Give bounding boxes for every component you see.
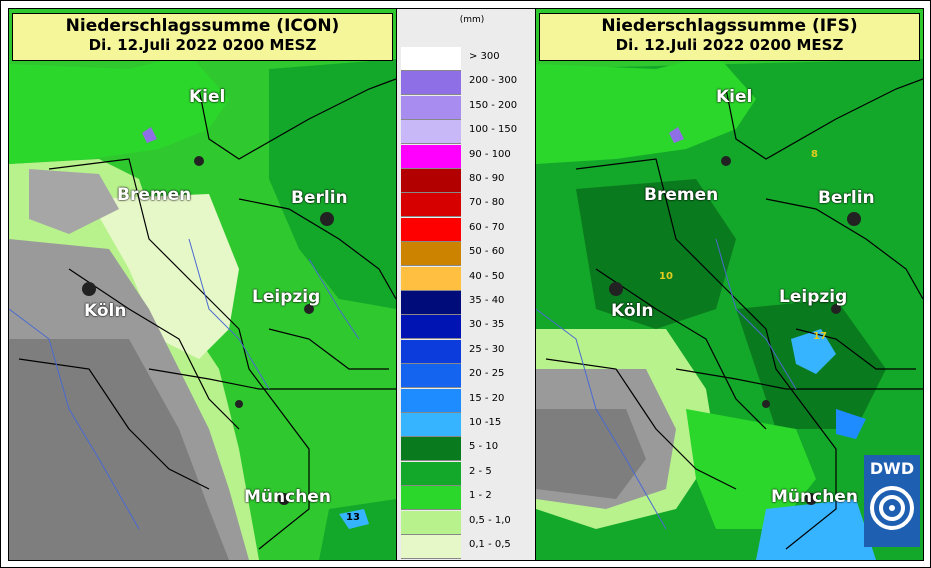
ifs-city-leipzig: Leipzig <box>779 287 848 307</box>
ifs-value-17: 17 <box>813 331 827 342</box>
legend-item: 0,5 - 1,0 <box>401 510 531 535</box>
legend-swatch <box>401 47 461 71</box>
legend-item: 10 -15 <box>401 413 531 437</box>
legend-label: 25 - 30 <box>469 343 505 355</box>
legend-swatch <box>401 413 461 437</box>
dwd-logo-text: DWD <box>869 459 915 478</box>
ifs-city-koeln: Köln <box>611 301 654 321</box>
legend-item: 50 - 60 <box>401 242 531 267</box>
legend-item: > 300 <box>401 47 531 71</box>
legend-label: 200 - 300 <box>469 75 518 87</box>
legend-swatch <box>401 461 461 486</box>
ifs-precipitation-map: Niederschlagssumme (IFS) Di. 12.Juli 202… <box>535 8 924 561</box>
legend-swatch <box>401 169 461 193</box>
legend-swatch <box>401 242 461 267</box>
legend-item: 60 - 70 <box>401 217 531 242</box>
legend-item: 20 - 25 <box>401 364 531 389</box>
icon-city-kiel: Kiel <box>189 87 226 107</box>
legend-item: 90 - 100 <box>401 144 531 169</box>
legend-item: 150 - 200 <box>401 95 531 120</box>
legend-label: > 300 <box>469 51 500 62</box>
legend-swatch <box>401 535 461 559</box>
icon-city-leipzig: Leipzig <box>252 287 321 307</box>
legend-label: 10 -15 <box>469 417 502 428</box>
legend-label: 0,5 - 1,0 <box>469 514 511 526</box>
icon-title-box: Niederschlagssumme (ICON) Di. 12.Juli 20… <box>12 13 393 61</box>
legend-swatch <box>401 486 461 511</box>
legend-label: 90 - 100 <box>469 148 511 160</box>
legend-swatch <box>401 510 461 535</box>
legend-item: 40 - 50 <box>401 266 531 291</box>
legend-item: 25 - 30 <box>401 339 531 364</box>
legend-item: 100 - 150 <box>401 120 531 145</box>
legend-swatch <box>401 364 461 389</box>
icon-valid-time: Di. 12.Juli 2022 0200 MESZ <box>88 36 317 54</box>
icon-max-value: 13 <box>346 512 360 523</box>
legend-swatch <box>401 71 461 96</box>
legend-unit: (mm) <box>459 15 485 25</box>
legend-item: 80 - 90 <box>401 169 531 193</box>
legend-label: 50 - 60 <box>469 246 505 258</box>
legend-swatch <box>401 217 461 242</box>
ifs-title: Niederschlagssumme (IFS) <box>601 16 858 36</box>
precipitation-legend: (mm) > 300 200 - 300 150 - 200 100 - 150 90 … <box>396 8 536 561</box>
legend-item: 2 - 5 <box>401 461 531 486</box>
legend-label: 40 - 50 <box>469 270 505 282</box>
ifs-value-10: 10 <box>659 271 673 282</box>
legend-item: 30 - 35 <box>401 315 531 340</box>
icon-city-berlin: Berlin <box>291 188 348 208</box>
icon-precipitation-map: Niederschlagssumme (ICON) Di. 12.Juli 20… <box>8 8 397 561</box>
ifs-city-bremen: Bremen <box>644 185 719 205</box>
legend-label: 1 - 2 <box>469 490 492 502</box>
legend-item: 35 - 40 <box>401 291 531 315</box>
legend-swatch <box>401 193 461 218</box>
legend-item: 70 - 80 <box>401 193 531 218</box>
ifs-city-muenchen: München <box>771 487 858 507</box>
legend-swatch <box>401 437 461 462</box>
legend-label: 80 - 90 <box>469 173 505 184</box>
icon-city-koeln: Köln <box>84 301 127 321</box>
legend-item: 5 - 10 <box>401 437 531 462</box>
icon-city-bremen: Bremen <box>117 185 192 205</box>
ifs-city-kiel: Kiel <box>716 87 753 107</box>
icon-city-muenchen: München <box>244 487 331 507</box>
legend-item: 1 - 2 <box>401 486 531 511</box>
legend-item: 200 - 300 <box>401 71 531 96</box>
legend-item: 0,1 - 0,5 <box>401 535 531 559</box>
legend-swatch <box>401 291 461 315</box>
legend-swatch <box>401 266 461 291</box>
ifs-title-box: Niederschlagssumme (IFS) Di. 12.Juli 202… <box>539 13 920 61</box>
legend-swatch <box>401 95 461 120</box>
legend-label: 30 - 35 <box>469 319 505 331</box>
legend-swatch <box>401 388 461 413</box>
legend-swatch <box>401 339 461 364</box>
legend-label: 5 - 10 <box>469 441 499 453</box>
legend-swatch <box>401 120 461 145</box>
ifs-map-graphic <box>536 9 923 560</box>
dwd-logo: DWD <box>864 455 920 547</box>
legend-label: 20 - 25 <box>469 368 505 380</box>
ifs-city-berlin: Berlin <box>818 188 875 208</box>
legend-label: 150 - 200 <box>469 99 518 111</box>
legend-label: 0,1 - 0,5 <box>469 539 511 550</box>
legend-label: 60 - 70 <box>469 221 505 233</box>
icon-map-graphic <box>9 9 396 560</box>
swirl-icon <box>870 486 914 530</box>
legend-label: 2 - 5 <box>469 465 492 477</box>
legend-label: 100 - 150 <box>469 124 518 136</box>
legend-item: 15 - 20 <box>401 388 531 413</box>
ifs-valid-time: Di. 12.Juli 2022 0200 MESZ <box>615 36 844 54</box>
icon-title: Niederschlagssumme (ICON) <box>65 16 340 36</box>
legend-label: 70 - 80 <box>469 197 505 209</box>
legend-swatch <box>401 315 461 340</box>
ifs-value-8: 8 <box>811 149 818 160</box>
legend-label: 35 - 40 <box>469 295 505 306</box>
legend-label: 15 - 20 <box>469 392 505 404</box>
legend-swatch <box>401 144 461 169</box>
